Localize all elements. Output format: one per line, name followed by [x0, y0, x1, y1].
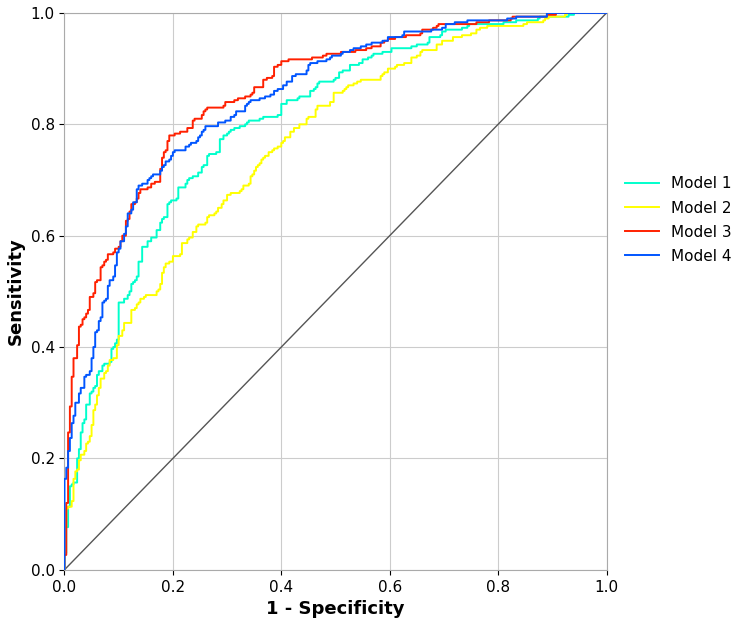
Model 2	[152, 291, 161, 299]
Model 3	[60, 566, 69, 574]
Model 4	[60, 566, 69, 574]
Model 1	[311, 85, 320, 92]
Model 4	[112, 253, 121, 260]
Model 2	[137, 295, 146, 302]
Model 1	[284, 96, 293, 104]
Model 1	[134, 272, 143, 280]
Model 3	[602, 9, 611, 17]
Line: Model 3: Model 3	[64, 13, 607, 570]
Model 3	[284, 58, 293, 65]
Model 2	[562, 9, 571, 17]
Legend: Model 1, Model 2, Model 3, Model 4: Model 1, Model 2, Model 3, Model 4	[625, 176, 732, 264]
Line: Model 4: Model 4	[64, 13, 607, 570]
Model 3	[101, 258, 110, 266]
Model 1	[127, 284, 136, 291]
Line: Model 2: Model 2	[64, 13, 607, 570]
Model 1	[60, 566, 69, 574]
Model 3	[378, 39, 387, 46]
Model 4	[542, 9, 551, 17]
Model 4	[297, 71, 306, 78]
Model 4	[91, 343, 100, 351]
Model 4	[111, 268, 120, 275]
Model 1	[387, 48, 396, 56]
Line: Model 1: Model 1	[64, 13, 607, 570]
Model 2	[326, 100, 335, 107]
Model 3	[262, 76, 271, 84]
Model 1	[570, 9, 579, 17]
Model 2	[302, 117, 311, 124]
Model 3	[551, 9, 560, 17]
Model 1	[602, 9, 611, 17]
Y-axis label: Sensitivity: Sensitivity	[7, 238, 25, 345]
Model 4	[602, 9, 611, 17]
X-axis label: 1 - Specificity: 1 - Specificity	[266, 600, 405, 618]
Model 2	[400, 61, 409, 69]
Model 4	[378, 39, 387, 46]
Model 4	[273, 87, 282, 94]
Model 1	[105, 358, 114, 366]
Model 2	[60, 566, 69, 574]
Model 3	[75, 327, 84, 334]
Model 2	[105, 358, 114, 366]
Model 2	[602, 9, 611, 17]
Model 3	[111, 249, 120, 256]
